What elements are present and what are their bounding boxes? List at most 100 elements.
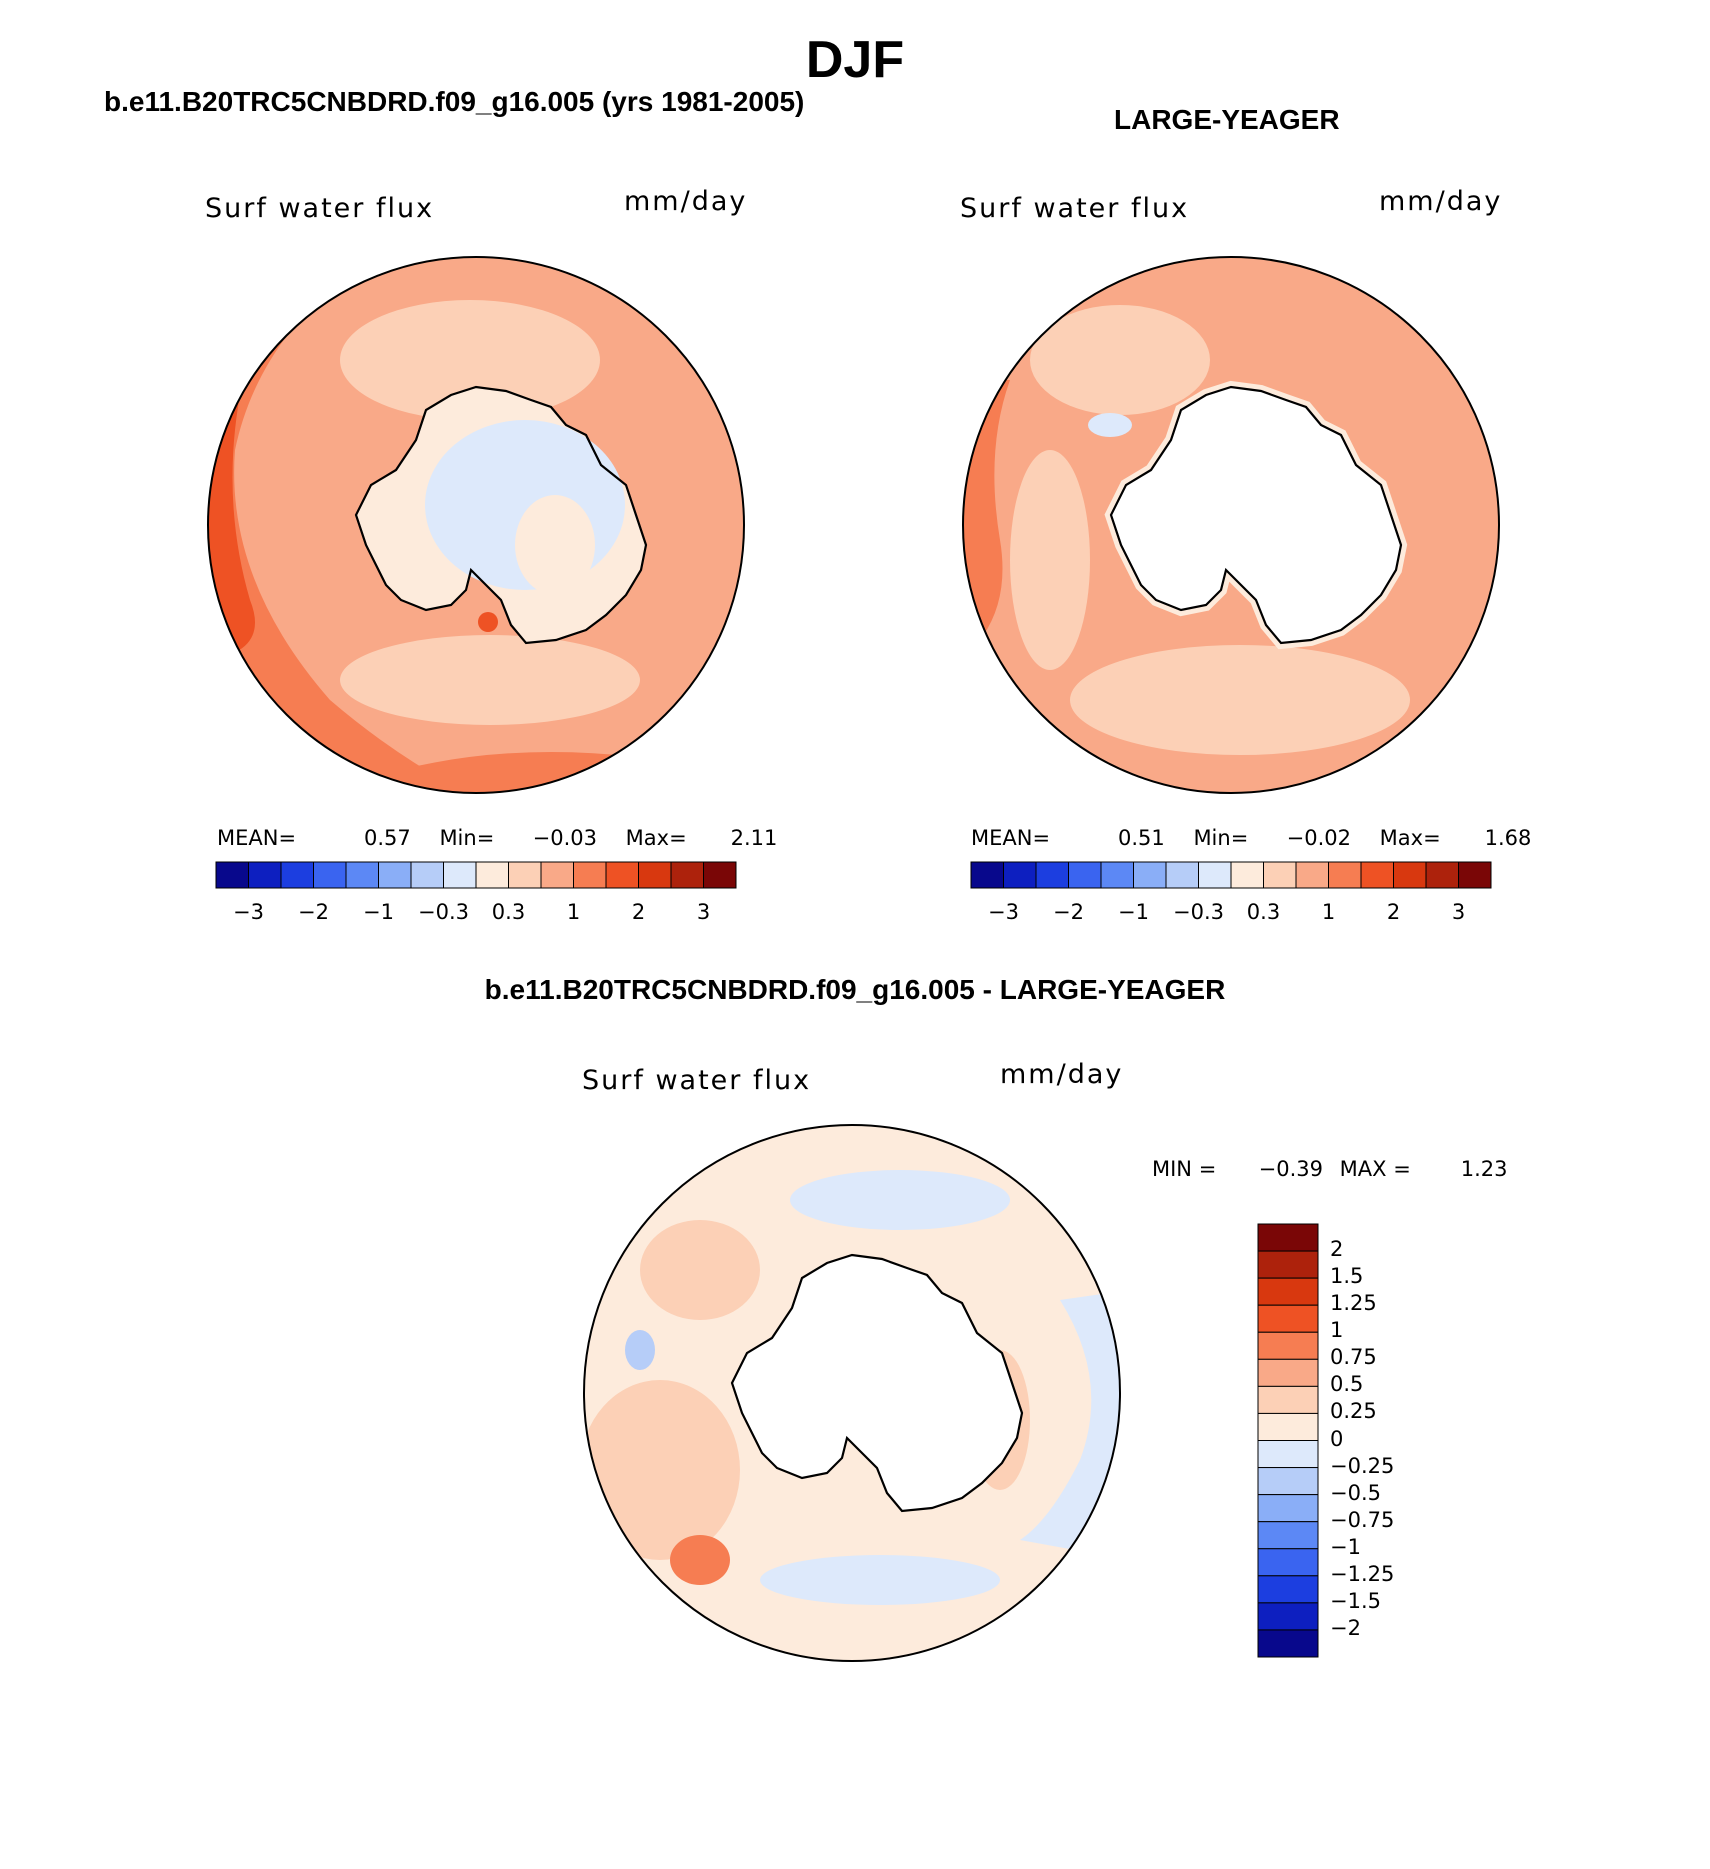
colorbar-swatch bbox=[1257, 1277, 1319, 1306]
colorbar-swatch bbox=[1257, 1548, 1319, 1577]
colorbar-swatch bbox=[1328, 861, 1362, 889]
max-label: MAX = bbox=[1339, 1157, 1411, 1181]
colorbar-swatch bbox=[1257, 1223, 1319, 1252]
colorbar-swatch bbox=[345, 861, 379, 889]
colorbar-swatch bbox=[638, 861, 672, 889]
colorbar-tick-label: −0.5 bbox=[1330, 1480, 1381, 1505]
max-label: Max= bbox=[1379, 826, 1441, 850]
min-label: Min= bbox=[439, 826, 495, 850]
colorbar-swatch bbox=[1257, 1467, 1319, 1496]
colorbar-swatch bbox=[475, 861, 509, 889]
colorbar-swatch bbox=[1257, 1412, 1319, 1441]
mean-label: MEAN= bbox=[971, 826, 1051, 850]
colorbar-swatch bbox=[248, 861, 282, 889]
min-label: Min= bbox=[1193, 826, 1249, 850]
colorbar-swatch bbox=[703, 861, 737, 889]
mean-value: 0.51 bbox=[1117, 826, 1165, 850]
colorbar-swatch bbox=[313, 861, 347, 889]
max-value: 2.11 bbox=[730, 826, 778, 850]
colorbar-swatch bbox=[1230, 861, 1264, 889]
min-value: −0.39 bbox=[1258, 1157, 1323, 1181]
colorbar-tick-label: 1.25 bbox=[1330, 1291, 1377, 1316]
bottom-difference-map bbox=[583, 1124, 1121, 1662]
colorbar-tick-label: 1 bbox=[1330, 1318, 1344, 1343]
colorbar-tick-label: 3 bbox=[1451, 900, 1466, 924]
colorbar-swatch bbox=[1360, 861, 1394, 889]
colorbar-swatch bbox=[1425, 861, 1459, 889]
colorbar-swatch bbox=[1257, 1602, 1319, 1631]
top-left-colorbar bbox=[215, 861, 737, 889]
colorbar-tick-label: −2 bbox=[1053, 900, 1084, 924]
colorbar-swatch bbox=[540, 861, 574, 889]
colorbar-swatch bbox=[1257, 1440, 1319, 1469]
mean-label: MEAN= bbox=[217, 826, 297, 850]
top-right-map bbox=[962, 256, 1500, 794]
min-label: MIN = bbox=[1152, 1157, 1217, 1181]
colorbar-swatch bbox=[215, 861, 249, 889]
colorbar-tick-label: −3 bbox=[233, 900, 264, 924]
colorbar-tick-label: −3 bbox=[988, 900, 1019, 924]
top-left-stats: MEAN= 0.57 Min= −0.03 Max= 2.11 bbox=[217, 826, 777, 850]
bottom-variable-label: Surf water flux bbox=[582, 1065, 812, 1096]
colorbar-tick-label: −2 bbox=[298, 900, 329, 924]
colorbar-tick-label: −1 bbox=[1118, 900, 1149, 924]
top-right-units-label: mm/day bbox=[1379, 186, 1503, 217]
top-left-case-title: b.e11.B20TRC5CNBDRD.f09_g16.005 (yrs 198… bbox=[104, 86, 805, 117]
colorbar-swatch bbox=[670, 861, 704, 889]
colorbar-swatch bbox=[1165, 861, 1199, 889]
colorbar-swatch bbox=[1257, 1304, 1319, 1333]
colorbar-swatch bbox=[378, 861, 412, 889]
colorbar-swatch bbox=[1295, 861, 1329, 889]
colorbar-swatch bbox=[1257, 1575, 1319, 1604]
colorbar-swatch bbox=[1133, 861, 1167, 889]
colorbar-swatch bbox=[1198, 861, 1232, 889]
colorbar-swatch bbox=[1100, 861, 1134, 889]
main-title: DJF bbox=[805, 31, 905, 89]
colorbar-swatch bbox=[1257, 1629, 1319, 1658]
colorbar-tick-label: 3 bbox=[696, 900, 711, 924]
colorbar-swatch bbox=[1393, 861, 1427, 889]
colorbar-tick-label: 0.5 bbox=[1330, 1372, 1364, 1397]
colorbar-swatch bbox=[1068, 861, 1102, 889]
colorbar-tick-label: 0.25 bbox=[1330, 1399, 1377, 1424]
colorbar-tick-label: −1.25 bbox=[1330, 1561, 1395, 1586]
colorbar-swatch bbox=[1263, 861, 1297, 889]
difference-colorbar bbox=[1257, 1223, 1319, 1658]
top-left-map bbox=[207, 256, 745, 794]
bottom-case-title: b.e11.B20TRC5CNBDRD.f09_g16.005 - LARGE-… bbox=[484, 974, 1226, 1005]
colorbar-swatch bbox=[1035, 861, 1069, 889]
colorbar-tick-label: 0.3 bbox=[1246, 900, 1281, 924]
colorbar-swatch bbox=[1257, 1494, 1319, 1523]
bottom-units-label: mm/day bbox=[1000, 1059, 1124, 1090]
colorbar-tick-label: −0.3 bbox=[1173, 900, 1224, 924]
colorbar-swatch bbox=[1257, 1521, 1319, 1550]
top-right-stats: MEAN= 0.51 Min= −0.02 Max= 1.68 bbox=[971, 826, 1531, 850]
top-left-colorbar-ticks: −3 −2 −1 −0.3 0.3 1 2 3 bbox=[214, 900, 738, 928]
top-left-variable-label: Surf water flux bbox=[205, 193, 435, 224]
colorbar-tick-label: 1.5 bbox=[1330, 1264, 1364, 1289]
top-right-case-title: LARGE-YEAGER bbox=[1114, 104, 1340, 135]
colorbar-swatch bbox=[573, 861, 607, 889]
max-value: 1.23 bbox=[1460, 1157, 1508, 1181]
colorbar-swatch bbox=[1257, 1358, 1319, 1387]
colorbar-tick-label: 0.75 bbox=[1330, 1345, 1377, 1370]
max-value: 1.68 bbox=[1484, 826, 1532, 850]
top-right-variable-label: Surf water flux bbox=[960, 193, 1190, 224]
colorbar-swatch bbox=[508, 861, 542, 889]
colorbar-swatch bbox=[410, 861, 444, 889]
top-right-colorbar bbox=[970, 861, 1492, 889]
colorbar-tick-label: 2 bbox=[1386, 900, 1401, 924]
top-right-colorbar-ticks: −3 −2 −1 −0.3 0.3 1 2 3 bbox=[969, 900, 1493, 928]
colorbar-tick-label: 0.3 bbox=[491, 900, 526, 924]
colorbar-tick-label: −0.25 bbox=[1330, 1453, 1395, 1478]
colorbar-tick-label: 1 bbox=[1321, 900, 1336, 924]
colorbar-tick-label: 1 bbox=[566, 900, 581, 924]
colorbar-swatch bbox=[443, 861, 477, 889]
min-value: −0.03 bbox=[532, 826, 597, 850]
colorbar-tick-label: 2 bbox=[631, 900, 646, 924]
colorbar-swatch bbox=[605, 861, 639, 889]
colorbar-tick-label: −0.3 bbox=[418, 900, 469, 924]
colorbar-tick-label: −0.75 bbox=[1330, 1507, 1395, 1532]
mean-value: 0.57 bbox=[363, 826, 411, 850]
